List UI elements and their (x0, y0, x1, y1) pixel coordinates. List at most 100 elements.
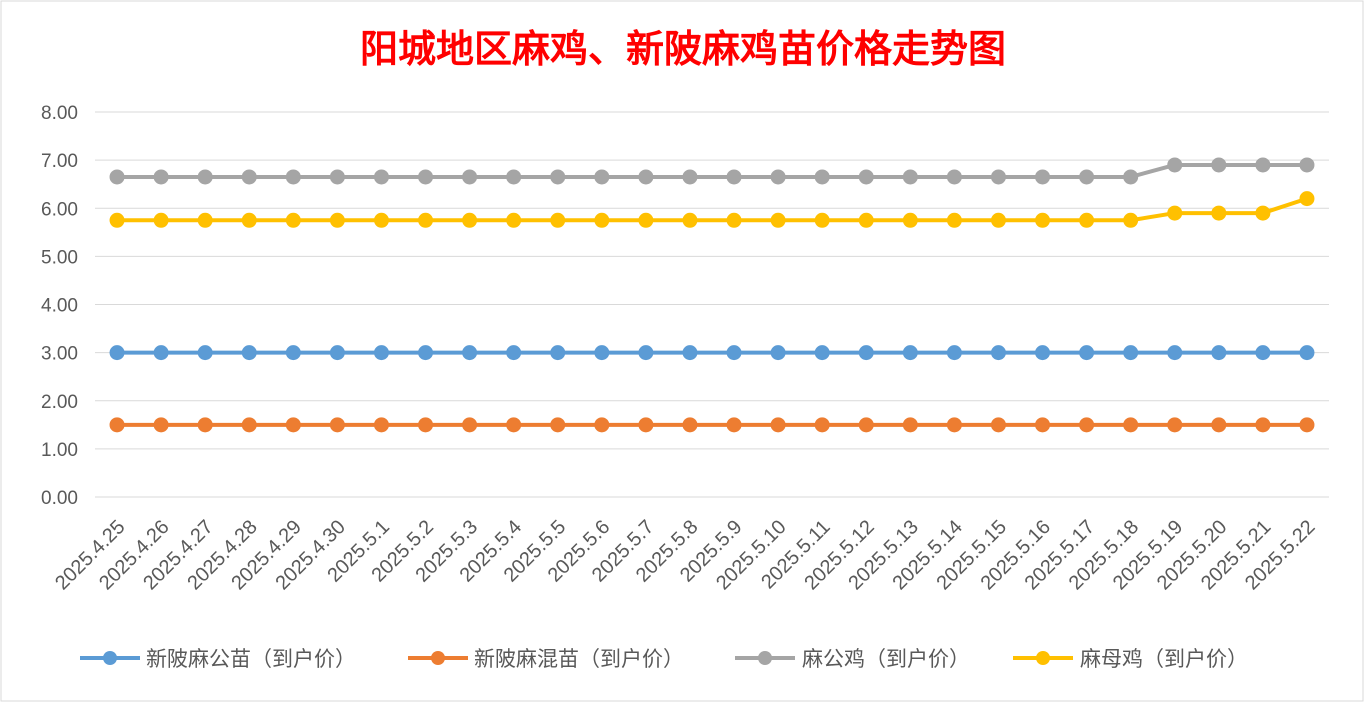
data-point (594, 169, 610, 185)
data-point (550, 417, 566, 433)
data-point (506, 212, 522, 228)
data-point (285, 169, 301, 185)
data-point (1211, 417, 1227, 433)
legend-marker-icon (103, 651, 117, 665)
legend-label: 新陂麻公苗（到户价） (146, 648, 356, 671)
data-point (153, 212, 169, 228)
data-point (726, 417, 742, 433)
data-point (329, 169, 345, 185)
data-point (682, 345, 698, 361)
legend-item-hen[interactable]: 麻母鸡（到户价） (1013, 648, 1248, 671)
data-point (418, 169, 434, 185)
data-point (1079, 417, 1095, 433)
data-point (153, 169, 169, 185)
data-point (902, 212, 918, 228)
data-point (638, 169, 654, 185)
data-point (682, 417, 698, 433)
data-point (373, 417, 389, 433)
data-point (1255, 157, 1271, 173)
series-0 (109, 345, 1315, 361)
data-point (682, 212, 698, 228)
legend: 新陂麻公苗（到户价） 新陂麻混苗（到户价） 麻公鸡（到户价） 麻母鸡（到户价） (80, 648, 1248, 671)
data-point (550, 345, 566, 361)
data-point (902, 169, 918, 185)
legend-marker-icon (758, 651, 772, 665)
data-point (638, 345, 654, 361)
data-point (902, 345, 918, 361)
data-point (1167, 345, 1183, 361)
data-point (594, 212, 610, 228)
data-point (1255, 417, 1271, 433)
legend-label: 新陂麻混苗（到户价） (474, 648, 684, 671)
data-point (550, 169, 566, 185)
data-point (814, 169, 830, 185)
series-lines (109, 157, 1315, 433)
data-point (462, 417, 478, 433)
data-point (946, 417, 962, 433)
data-point (1299, 345, 1315, 361)
data-point (990, 169, 1006, 185)
data-point (1079, 169, 1095, 185)
data-point (1035, 212, 1051, 228)
y-tick-label: 3.00 (41, 344, 78, 365)
data-point (241, 345, 257, 361)
data-point (858, 212, 874, 228)
data-point (1123, 212, 1139, 228)
data-point (1123, 417, 1139, 433)
data-point (594, 417, 610, 433)
series-line (115, 162, 1309, 179)
data-point (285, 345, 301, 361)
y-tick-label: 2.00 (41, 392, 78, 413)
data-point (153, 345, 169, 361)
data-point (638, 417, 654, 433)
data-point (1167, 417, 1183, 433)
series-line (115, 196, 1309, 223)
data-point (197, 169, 213, 185)
data-point (285, 212, 301, 228)
legend-label: 麻母鸡（到户价） (1080, 648, 1248, 671)
legend-marker-icon (431, 651, 445, 665)
data-point (506, 345, 522, 361)
data-point (462, 169, 478, 185)
data-point (1211, 205, 1227, 221)
data-point (726, 345, 742, 361)
data-point (329, 417, 345, 433)
data-point (990, 417, 1006, 433)
data-point (1079, 212, 1095, 228)
data-point (1211, 157, 1227, 173)
y-tick-label: 1.00 (41, 440, 78, 461)
data-point (726, 212, 742, 228)
data-point (1211, 345, 1227, 361)
data-point (197, 417, 213, 433)
data-point (109, 345, 125, 361)
data-point (329, 212, 345, 228)
data-point (814, 417, 830, 433)
data-point (1255, 345, 1271, 361)
data-point (638, 212, 654, 228)
data-point (990, 345, 1006, 361)
data-point (285, 417, 301, 433)
data-point (1123, 345, 1139, 361)
data-point (858, 169, 874, 185)
gridlines (95, 111, 1329, 498)
y-tick-label: 8.00 (41, 103, 78, 124)
y-tick-label: 0.00 (41, 488, 78, 509)
series-2 (109, 157, 1315, 185)
y-tick-label: 5.00 (41, 247, 78, 268)
legend-item-xinpi-male-chick[interactable]: 新陂麻公苗（到户价） (80, 648, 356, 671)
data-point (418, 417, 434, 433)
data-point (462, 212, 478, 228)
legend-item-rooster[interactable]: 麻公鸡（到户价） (735, 648, 970, 671)
data-point (946, 212, 962, 228)
series-1 (109, 417, 1315, 433)
data-point (990, 212, 1006, 228)
data-point (153, 417, 169, 433)
data-point (197, 345, 213, 361)
data-point (594, 345, 610, 361)
legend-item-xinpi-mixed-chick[interactable]: 新陂麻混苗（到户价） (408, 648, 684, 671)
data-point (462, 345, 478, 361)
data-point (814, 345, 830, 361)
data-point (1123, 169, 1139, 185)
legend-label: 麻公鸡（到户价） (802, 648, 970, 671)
data-point (506, 169, 522, 185)
